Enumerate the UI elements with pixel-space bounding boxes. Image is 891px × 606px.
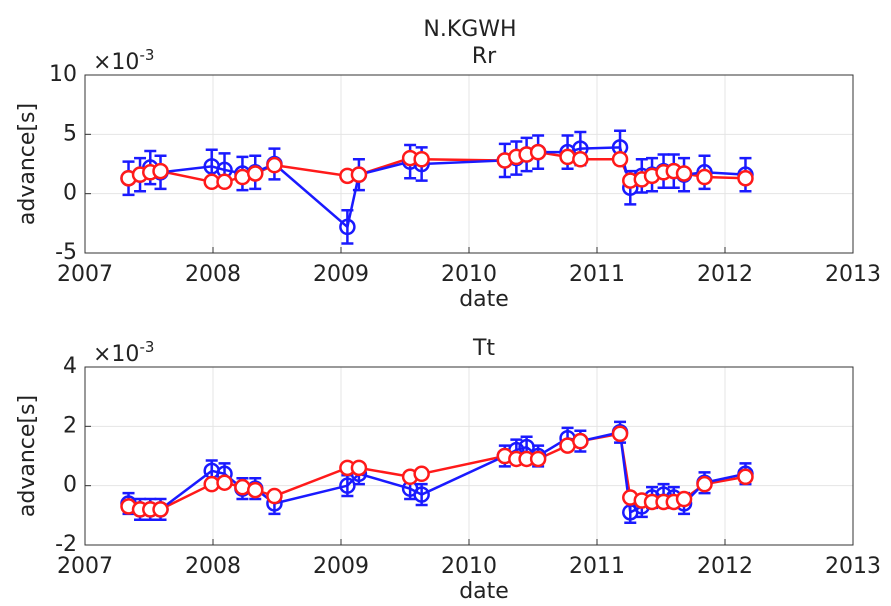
y-tick-label: 0 — [63, 181, 77, 206]
x-axis-label: date — [459, 579, 509, 604]
y-axis-label: advance[s] — [15, 395, 40, 517]
y-tick-label: 4 — [63, 354, 77, 379]
x-axis-label: date — [459, 287, 509, 312]
data-point — [216, 173, 233, 191]
x-tick-label: 2009 — [313, 554, 369, 579]
data-point — [529, 143, 547, 161]
data-point — [413, 465, 430, 483]
x-tick-label: 2011 — [569, 262, 625, 287]
x-tick-label: 2008 — [185, 554, 241, 579]
data-point — [413, 151, 430, 168]
multiplier-power: -3 — [139, 46, 154, 64]
data-point — [611, 151, 629, 168]
error-bar — [341, 209, 354, 245]
data-point — [737, 468, 754, 486]
data-point — [152, 162, 169, 180]
data-point — [266, 487, 283, 505]
x-tick-label: 2008 — [185, 262, 241, 287]
multiplier-base: ×10 — [93, 50, 139, 75]
data-point — [350, 459, 368, 477]
data-point — [737, 169, 754, 187]
x-tick-label: 2007 — [57, 554, 113, 579]
figure-title: N.KGWH — [423, 17, 516, 42]
data-point — [350, 166, 368, 183]
x-tick-label: 2007 — [57, 262, 113, 287]
axes-box — [84, 74, 854, 254]
axes-box — [84, 366, 854, 546]
y-tick-label: 2 — [63, 413, 77, 438]
x-tick-label: 2011 — [569, 554, 625, 579]
data-point — [339, 477, 356, 494]
axis-title: Rr — [472, 44, 497, 69]
data-point — [413, 486, 430, 503]
data-point — [339, 218, 356, 236]
x-tick-label: 2012 — [697, 262, 753, 287]
x-tick-label: 2010 — [441, 554, 497, 579]
axis-title: Tt — [472, 336, 495, 361]
data-point — [696, 475, 713, 493]
data-point — [529, 450, 547, 468]
y-tick-label: 10 — [49, 62, 77, 87]
y-multiplier: ×10-3 — [93, 338, 154, 368]
y-tick-label: -2 — [55, 532, 77, 557]
x-tick-label: 2012 — [697, 554, 753, 579]
data-point — [696, 168, 713, 186]
data-point — [675, 490, 693, 508]
multiplier-base: ×10 — [93, 342, 139, 367]
data-point — [572, 151, 589, 168]
x-tick-label: 2009 — [313, 262, 369, 287]
data-point — [266, 156, 283, 174]
y-tick-label: -5 — [55, 240, 77, 265]
y-multiplier: ×10-3 — [93, 46, 154, 76]
data-point — [246, 481, 264, 499]
data-point — [216, 474, 233, 491]
x-tick-label: 2013 — [825, 262, 881, 287]
y-tick-label: 0 — [63, 473, 77, 498]
data-point — [246, 165, 264, 182]
data-point — [152, 501, 169, 518]
data-point — [572, 432, 589, 450]
y-axis-label: advance[s] — [15, 103, 40, 225]
x-tick-label: 2010 — [441, 262, 497, 287]
multiplier-power: -3 — [139, 338, 154, 356]
data-point — [611, 425, 629, 442]
y-tick-label: 5 — [63, 121, 77, 146]
data-point — [675, 165, 693, 182]
x-tick-label: 2013 — [825, 554, 881, 579]
